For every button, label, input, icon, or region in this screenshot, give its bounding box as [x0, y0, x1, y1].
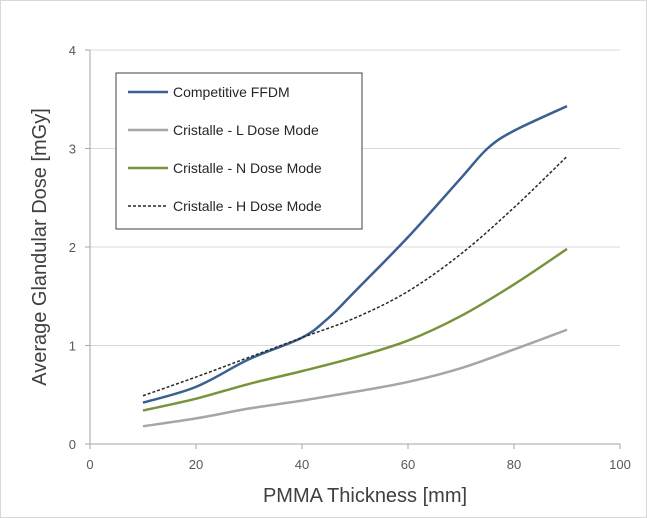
x-tick-label: 40 — [295, 457, 309, 472]
legend-label-3: Cristalle - H Dose Mode — [173, 198, 322, 214]
x-axis-title: PMMA Thickness [mm] — [263, 485, 467, 507]
y-tick-label: 1 — [69, 339, 76, 354]
y-tick-label: 2 — [69, 240, 76, 255]
x-tick-label: 0 — [86, 457, 93, 472]
legend-label-2: Cristalle - N Dose Mode — [173, 160, 322, 176]
y-tick-label: 0 — [69, 437, 76, 452]
legend-box — [115, 72, 363, 230]
legend-label-0: Competitive FFDM — [173, 84, 290, 100]
legend-label-1: Cristalle - L Dose Mode — [173, 122, 319, 138]
x-tick-label: 100 — [609, 457, 631, 472]
x-tick-label: 80 — [507, 457, 521, 472]
x-tick-label: 60 — [401, 457, 415, 472]
series-line-1 — [142, 328, 568, 428]
series-line-2 — [142, 247, 568, 412]
y-tick-label: 4 — [69, 43, 76, 58]
y-axis-title: Average Glandular Dose [mGy] — [29, 108, 51, 386]
series-line-0 — [142, 105, 568, 404]
y-tick-label: 3 — [69, 142, 76, 157]
x-tick-label: 20 — [189, 457, 203, 472]
series-line-3 — [142, 155, 568, 397]
